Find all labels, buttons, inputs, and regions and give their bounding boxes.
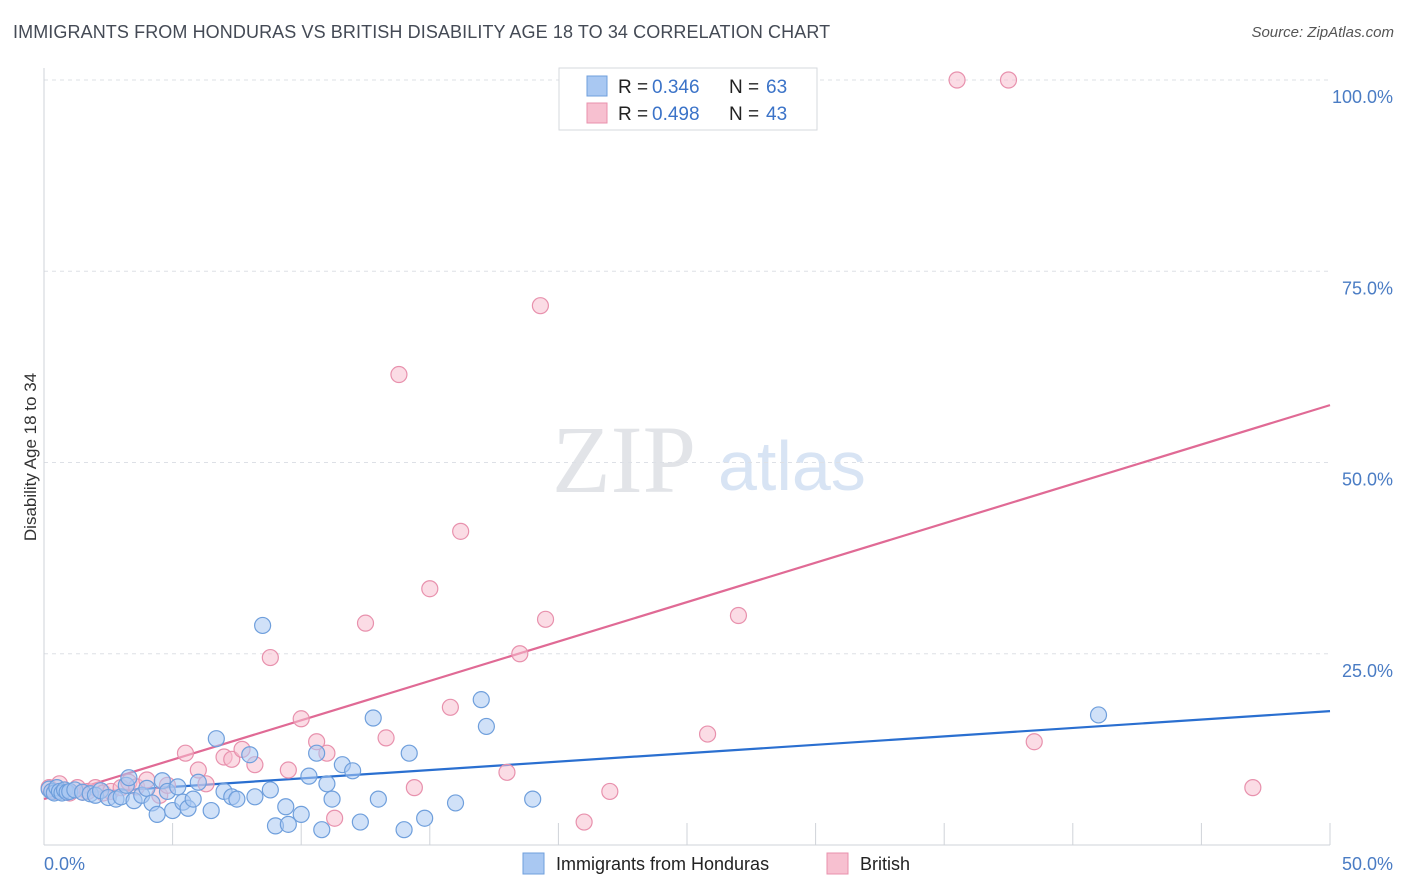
point-british xyxy=(356,614,375,632)
point-british xyxy=(575,813,593,831)
legend-swatch-blue xyxy=(586,75,608,97)
point-honduras xyxy=(228,790,246,808)
legend-r-label-1: R = xyxy=(618,77,648,98)
point-british xyxy=(729,606,748,625)
point-british xyxy=(326,809,344,827)
watermark-atlas: atlas xyxy=(718,427,866,505)
point-honduras xyxy=(189,773,207,791)
point-honduras xyxy=(241,746,259,764)
point-honduras xyxy=(524,790,542,808)
point-honduras xyxy=(261,781,279,799)
point-honduras xyxy=(148,805,166,824)
data-points xyxy=(40,71,1262,839)
trend-line-honduras xyxy=(43,710,1331,797)
point-british xyxy=(948,71,966,89)
point-honduras xyxy=(395,821,413,839)
chart-source: Source: ZipAtlas.com xyxy=(1251,24,1394,41)
point-honduras xyxy=(351,813,369,831)
point-honduras xyxy=(472,691,490,709)
point-honduras xyxy=(300,767,318,785)
point-honduras xyxy=(323,790,341,808)
point-honduras xyxy=(1089,706,1108,724)
point-british xyxy=(292,710,310,728)
point-honduras xyxy=(138,779,156,797)
point-british xyxy=(1025,733,1043,751)
point-british xyxy=(441,698,459,716)
legend-swatch-pink xyxy=(586,102,608,124)
watermark-zip: ZIP xyxy=(552,406,696,513)
point-british xyxy=(176,744,195,762)
trend-lines xyxy=(43,404,1331,801)
point-honduras xyxy=(207,730,225,748)
watermark: ZIP atlas xyxy=(552,406,866,513)
point-honduras xyxy=(246,788,264,806)
legend-n-value-2: 43 xyxy=(766,104,787,125)
legend-n-value-1: 63 xyxy=(766,77,787,98)
point-british xyxy=(511,645,529,663)
grid xyxy=(43,79,1331,845)
bottom-legend-swatch-blue xyxy=(522,852,545,875)
legend-r-label-2: R = xyxy=(618,104,648,125)
point-honduras xyxy=(169,778,187,796)
point-british xyxy=(536,610,555,628)
point-british xyxy=(377,729,395,747)
point-honduras xyxy=(400,744,418,762)
y-tick-labels: 100.0% 75.0% 50.0% 25.0% xyxy=(1332,87,1393,681)
point-honduras xyxy=(279,815,297,833)
point-honduras xyxy=(416,809,434,827)
point-honduras xyxy=(120,769,138,787)
point-honduras xyxy=(184,790,202,808)
point-honduras xyxy=(344,762,362,780)
x-tick-labels: 0.0% 50.0% xyxy=(44,854,1393,874)
y-tick-label: 25.0% xyxy=(1342,661,1393,681)
point-british xyxy=(698,725,717,743)
axes xyxy=(43,68,1330,846)
bottom-legend-label-blue: Immigrants from Honduras xyxy=(556,854,769,874)
point-honduras xyxy=(446,794,465,812)
bottom-legend-swatch-pink xyxy=(826,852,849,875)
point-honduras xyxy=(254,616,272,635)
point-british xyxy=(531,297,549,315)
legend: R = 0.346 N = 63 R = 0.498 N = 43 xyxy=(558,67,818,131)
legend-r-value-1: 0.346 xyxy=(652,77,700,98)
point-british xyxy=(999,71,1018,89)
point-british xyxy=(1244,779,1262,797)
point-british xyxy=(279,761,297,779)
point-british xyxy=(405,779,423,797)
point-honduras xyxy=(477,717,495,736)
point-british xyxy=(261,648,279,667)
y-tick-label: 75.0% xyxy=(1342,278,1393,298)
point-british xyxy=(452,522,470,540)
y-axis-title: Disability Age 18 to 34 xyxy=(21,373,40,541)
point-british xyxy=(601,782,619,801)
y-tick-label: 100.0% xyxy=(1332,87,1393,107)
point-british xyxy=(223,750,241,768)
legend-n-label-1: N = xyxy=(729,77,759,98)
bottom-legend: Immigrants from Honduras British xyxy=(522,852,910,875)
point-honduras xyxy=(369,790,387,808)
trend-line-british xyxy=(43,404,1331,801)
point-honduras xyxy=(313,821,331,839)
y-tick-label: 50.0% xyxy=(1342,470,1393,490)
point-british xyxy=(390,365,408,384)
point-honduras xyxy=(308,744,326,762)
chart-title: IMMIGRANTS FROM HONDURAS VS BRITISH DISA… xyxy=(13,22,831,42)
point-honduras xyxy=(292,805,310,824)
point-honduras xyxy=(318,775,336,793)
point-honduras xyxy=(364,709,382,727)
point-british xyxy=(498,763,516,781)
x-tick-label: 0.0% xyxy=(44,854,85,874)
x-tick-label: 50.0% xyxy=(1342,854,1393,874)
point-british xyxy=(421,580,439,598)
legend-r-value-2: 0.498 xyxy=(652,104,700,125)
point-honduras xyxy=(277,798,295,816)
point-honduras xyxy=(202,801,220,820)
legend-n-label-2: N = xyxy=(729,104,759,125)
bottom-legend-label-pink: British xyxy=(860,854,910,874)
